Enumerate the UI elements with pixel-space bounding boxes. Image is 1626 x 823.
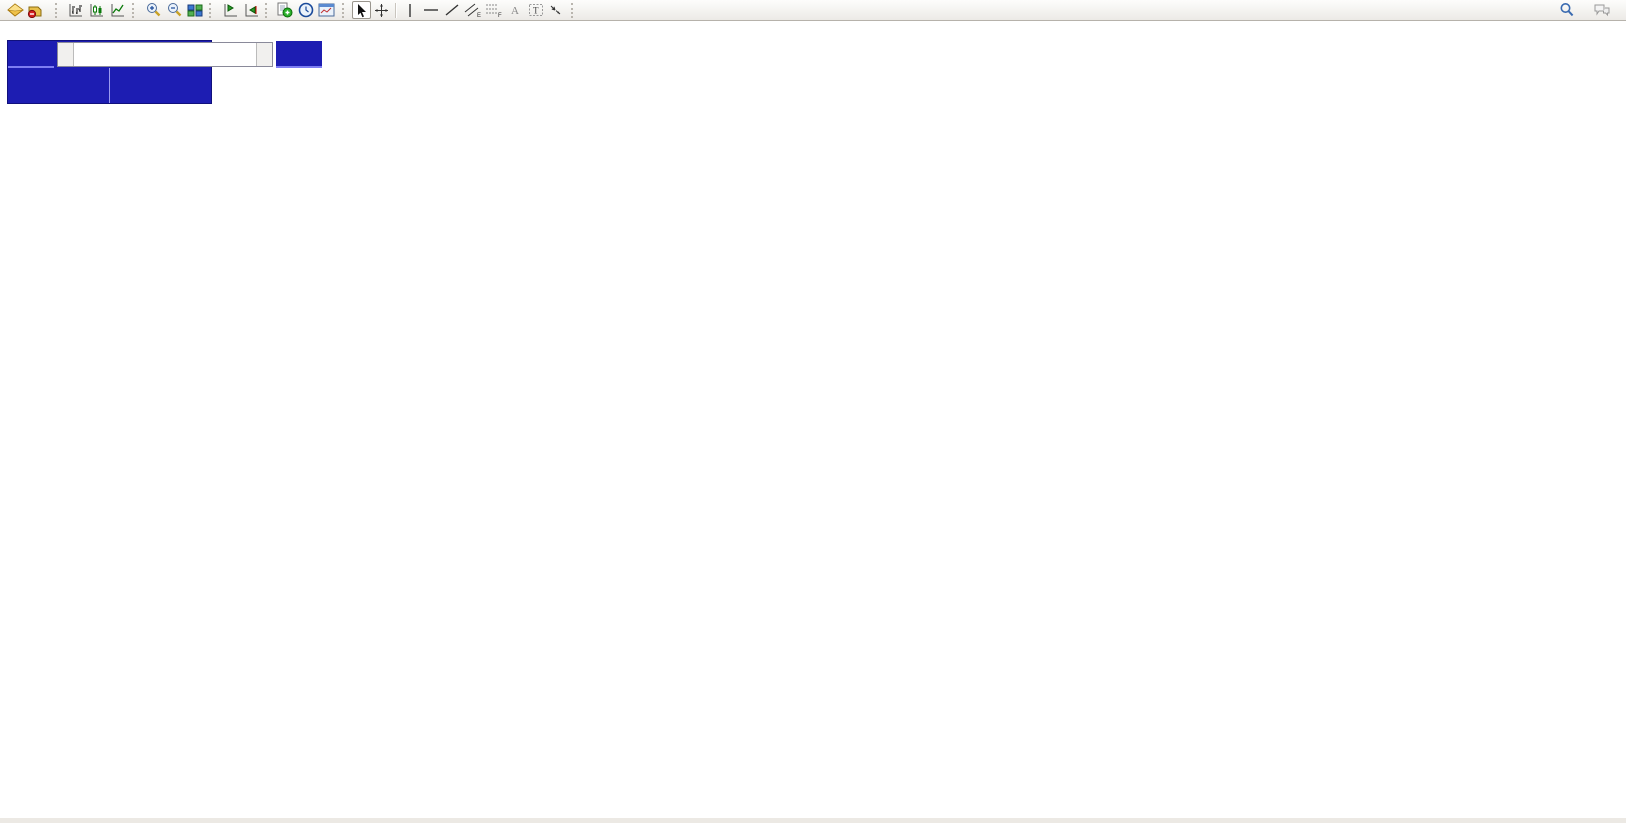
toolbar: E F A T [0, 0, 1626, 21]
arrows-tool[interactable] [546, 1, 567, 19]
toolbar-grip [55, 2, 62, 18]
candlestick-icon[interactable] [86, 1, 107, 19]
gold-icon[interactable] [5, 1, 26, 19]
toolbar-grip [571, 2, 578, 18]
svg-text:F: F [498, 13, 502, 18]
sell-button[interactable] [8, 41, 54, 68]
indicators-button[interactable] [275, 1, 296, 19]
chart-shift-icon[interactable] [219, 1, 240, 19]
zoom-out-icon[interactable] [163, 1, 184, 19]
bar-chart-icon[interactable] [65, 1, 86, 19]
text-label-tool[interactable]: T [525, 1, 546, 19]
toolbar-grip [132, 2, 139, 18]
volume-stepper [57, 42, 273, 67]
trade-panel-top-row [8, 41, 322, 68]
svg-text:T: T [533, 6, 539, 16]
crosshair-tool[interactable] [371, 1, 392, 19]
volume-increase-button[interactable] [256, 43, 272, 66]
zoom-in-icon[interactable] [142, 1, 163, 19]
line-chart-icon[interactable] [107, 1, 128, 19]
horizontal-line-tool[interactable] [420, 1, 441, 19]
autotrade-button[interactable] [26, 1, 51, 19]
equidistant-channel-tool[interactable]: E [462, 1, 483, 19]
toolbar-grip [342, 2, 349, 18]
templates-button[interactable] [317, 1, 338, 19]
vertical-line-tool[interactable] [399, 1, 420, 19]
svg-text:E: E [477, 13, 481, 18]
search-icon[interactable] [1556, 1, 1577, 19]
fibonacci-tool[interactable]: F [483, 1, 504, 19]
toolbar-grip [209, 2, 216, 18]
tile-windows-icon[interactable] [184, 1, 205, 19]
trendline-tool[interactable] [441, 1, 462, 19]
sell-price[interactable] [8, 68, 109, 103]
volume-input[interactable] [74, 43, 256, 66]
toolbar-separator [395, 2, 396, 18]
trade-panel-prices [8, 68, 211, 103]
chat-icon[interactable] [1591, 1, 1612, 19]
buy-price[interactable] [109, 68, 211, 103]
volume-decrease-button[interactable] [58, 43, 74, 66]
cursor-tool[interactable] [352, 1, 371, 19]
window-bottom-edge [0, 818, 1626, 823]
buy-button[interactable] [276, 41, 322, 68]
toolbar-grip [265, 2, 272, 18]
text-tool[interactable]: A [504, 1, 525, 19]
svg-text:A: A [511, 5, 519, 17]
chart-title [8, 26, 17, 38]
one-click-trading-panel [7, 40, 322, 104]
auto-scroll-icon[interactable] [240, 1, 261, 19]
autotrade-icon [27, 6, 42, 18]
periods-button[interactable] [296, 1, 317, 19]
